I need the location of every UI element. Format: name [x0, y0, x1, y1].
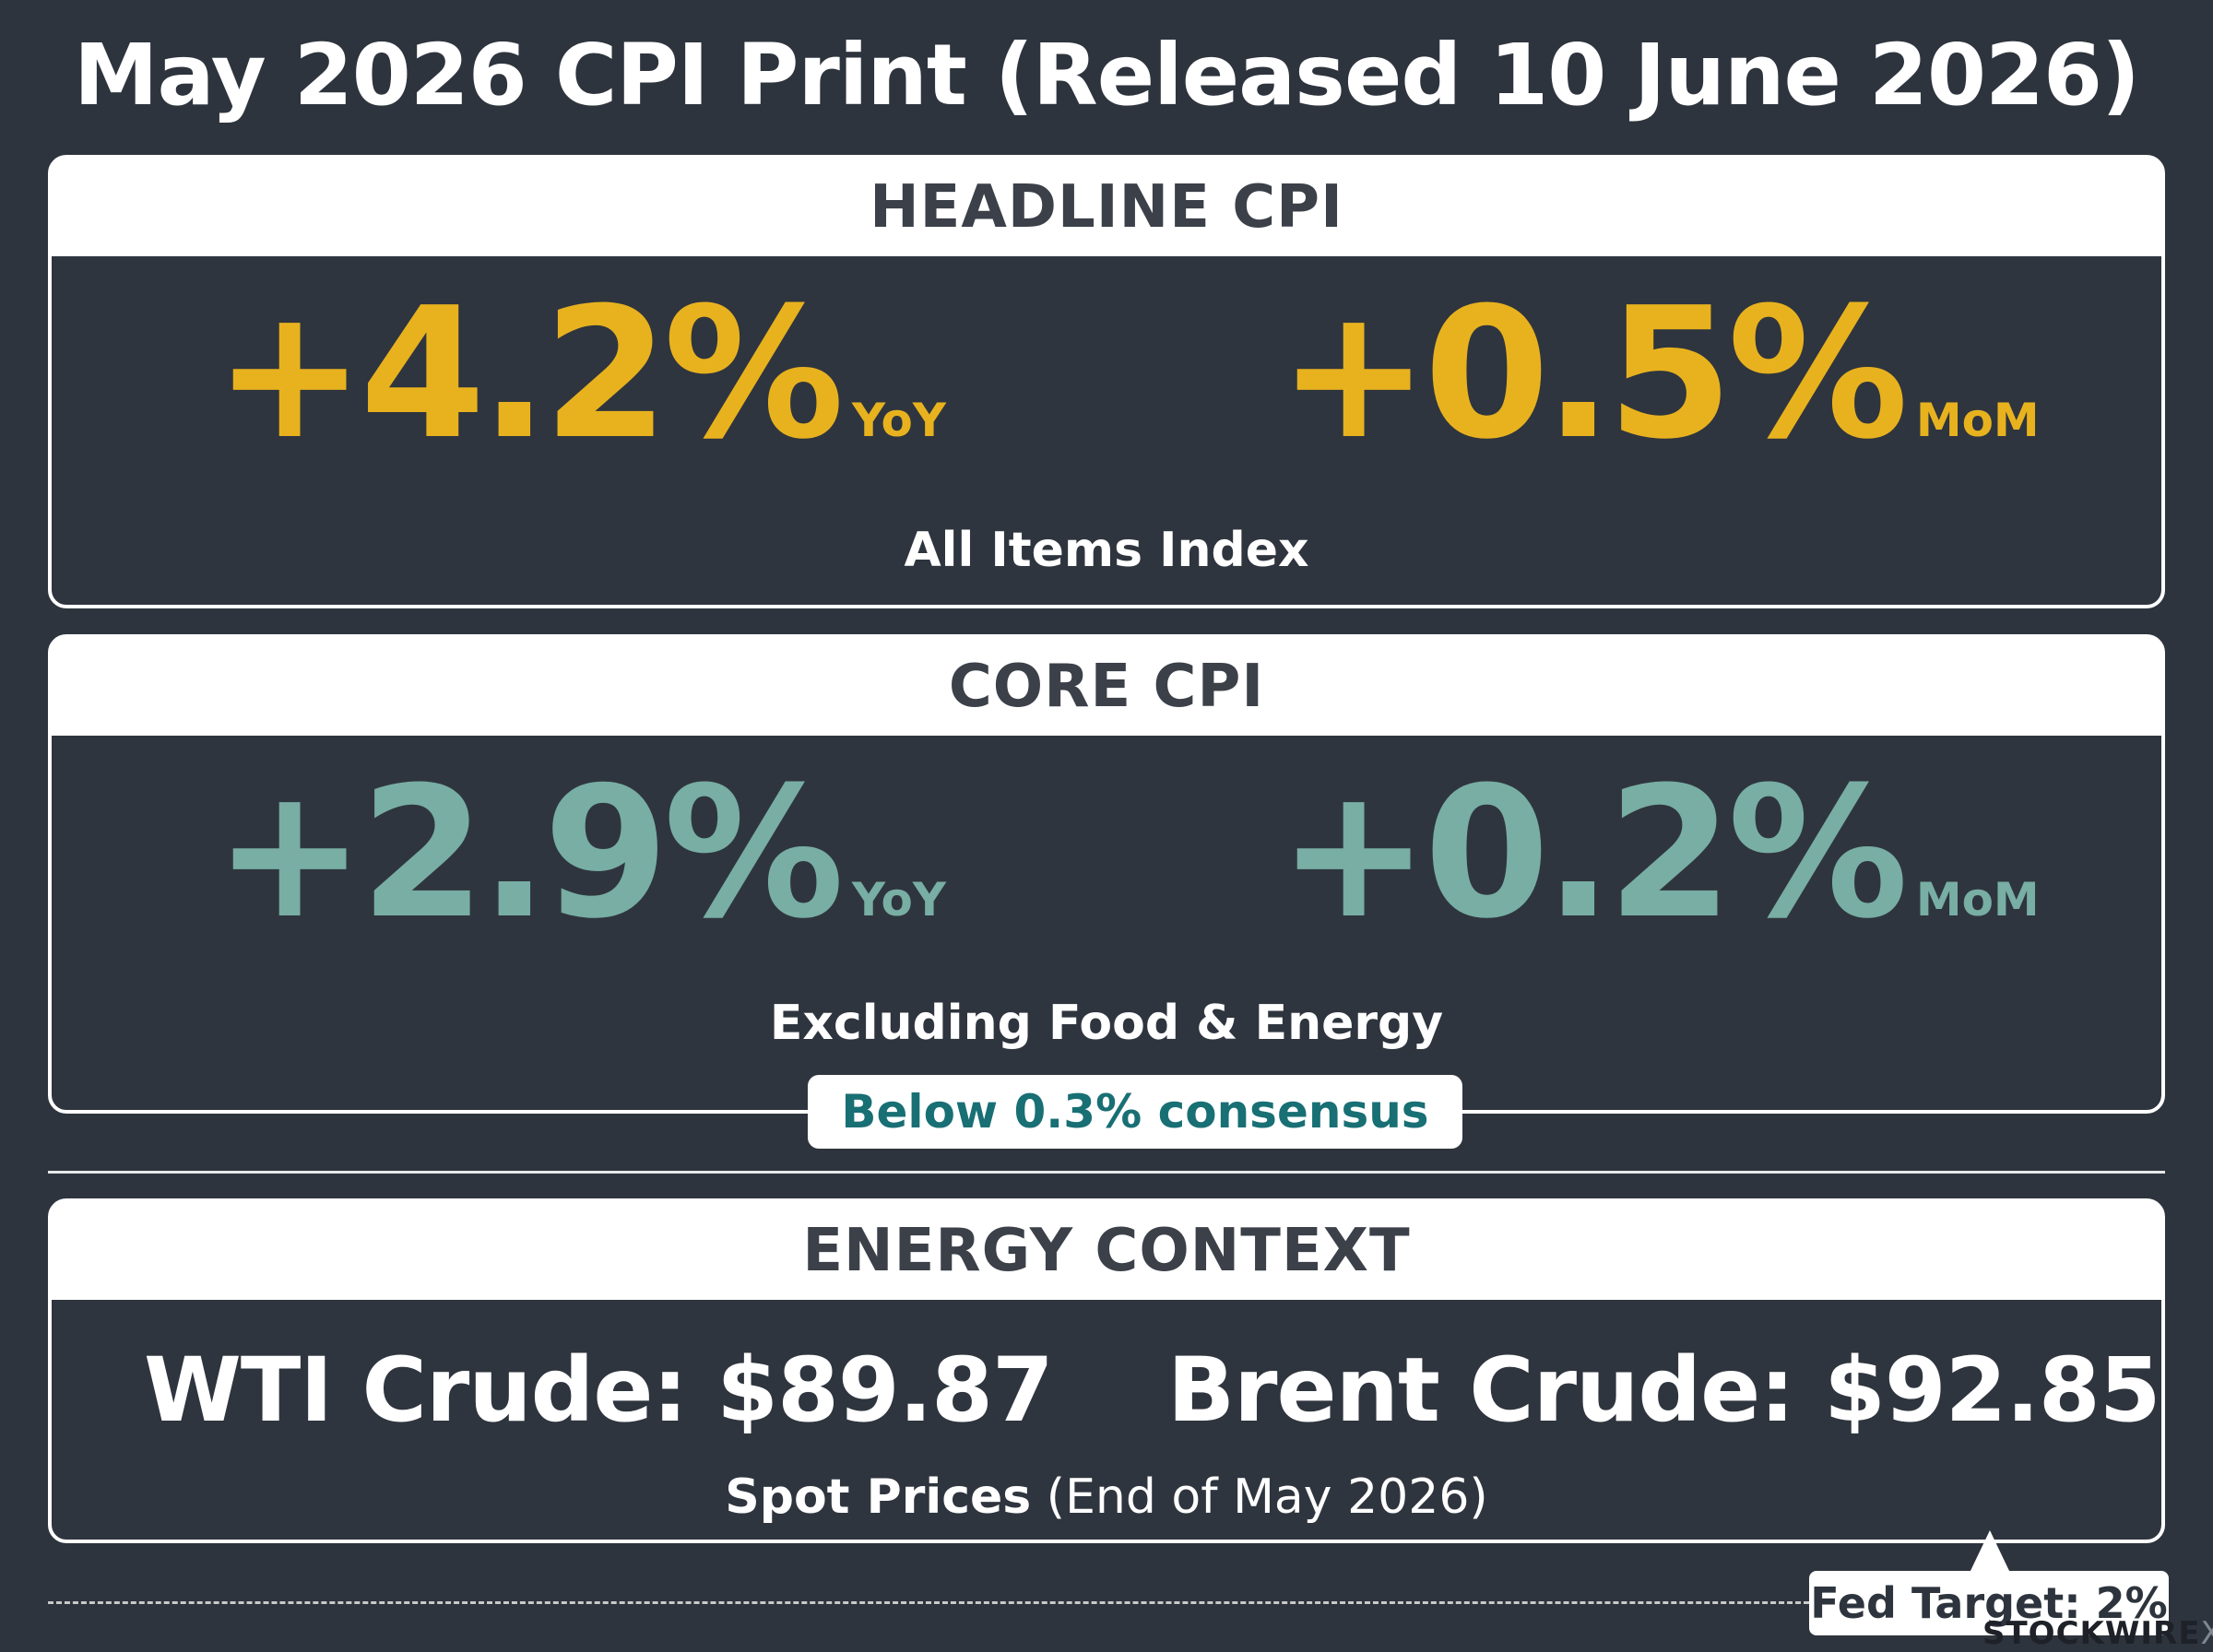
logo-suffix: X [2200, 1615, 2213, 1652]
page-title: May 2026 CPI Print (Released 10 June 202… [73, 26, 2140, 124]
core-mom-metric: +0.2% MoM [1278, 763, 2040, 944]
wti-crude-price: WTI Crude: $89.87 [144, 1339, 1054, 1442]
core-yoy-metric: +2.9% YoY [214, 763, 946, 944]
energy-context-header: ENERGY CONTEXT [52, 1202, 2161, 1300]
brent-crude-price: Brent Crude: $92.85 [1167, 1339, 2161, 1442]
core-yoy-label: YoY [851, 873, 947, 926]
headline-mom-label: MoM [1915, 394, 2040, 447]
crude-prices: WTI Crude: $89.87 Brent Crude: $92.85 [52, 1300, 2161, 1447]
core-mom-label: MoM [1915, 873, 2040, 926]
headline-cpi-header-label: HEADLINE CPI [870, 173, 1343, 242]
headline-yoy-metric: +4.2% YoY [214, 284, 946, 465]
spot-prices-note: Spot Prices (End of May 2026) [52, 1469, 2161, 1525]
headline-yoy-label: YoY [851, 394, 947, 447]
fed-target-label: Fed Target: 2% [1809, 1571, 2169, 1635]
headline-mom-value: +0.5% [1278, 269, 1909, 479]
headline-mom-metric: +0.5% MoM [1278, 284, 2040, 465]
core-cpi-subtitle: Excluding Food & Energy [769, 996, 1444, 1051]
energy-context-header-label: ENERGY CONTEXT [802, 1217, 1411, 1285]
logo-text: STOCKWIRE [1982, 1615, 2201, 1652]
core-cpi-values: +2.9% YoY +0.2% MoM [52, 736, 2161, 994]
fed-target-line [48, 1601, 1809, 1604]
energy-context-card: ENERGY CONTEXT WTI Crude: $89.87 Brent C… [48, 1198, 2165, 1543]
headline-cpi-subtitle: All Items Index [904, 523, 1309, 578]
section-divider [48, 1171, 2165, 1174]
headline-cpi-card: HEADLINE CPI +4.2% YoY +0.5% MoM All Ite… [48, 155, 2165, 608]
stockwire-logo: STOCKWIREX [1982, 1615, 2213, 1652]
spot-prices-label: Spot Prices [725, 1469, 1032, 1525]
headline-yoy-value: +4.2% [214, 269, 845, 479]
headline-cpi-header: HEADLINE CPI [52, 159, 2161, 256]
core-cpi-card: CORE CPI +2.9% YoY +0.2% MoM Excluding F… [48, 634, 2165, 1149]
consensus-badge: Below 0.3% consensus [808, 1075, 1462, 1149]
spot-prices-period: (End of May 2026) [1031, 1469, 1488, 1525]
core-cpi-header: CORE CPI [52, 638, 2161, 736]
core-cpi-header-label: CORE CPI [948, 653, 1265, 721]
fed-target-pointer [1970, 1530, 2010, 1573]
core-mom-value: +0.2% [1278, 749, 1909, 959]
core-yoy-value: +2.9% [214, 749, 845, 959]
headline-cpi-values: +4.2% YoY +0.5% MoM [52, 256, 2161, 514]
